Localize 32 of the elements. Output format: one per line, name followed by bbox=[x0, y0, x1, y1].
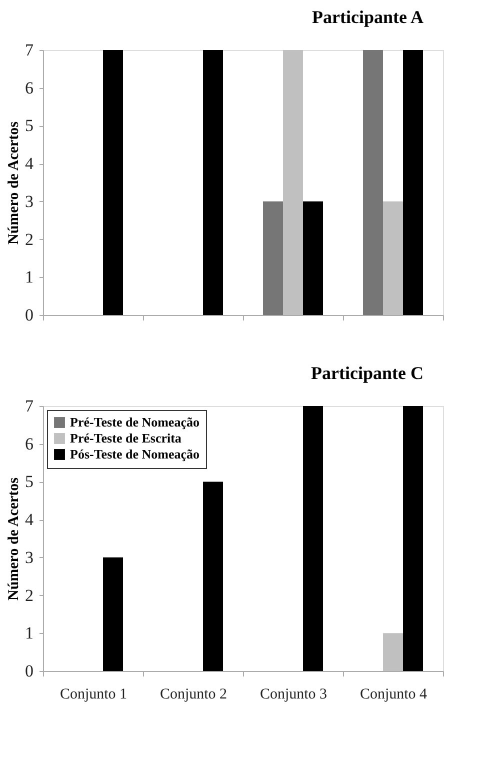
bar bbox=[403, 406, 423, 671]
y-tick-label: 6 bbox=[25, 78, 34, 98]
y-tick-label: 1 bbox=[25, 624, 34, 643]
x-tick-label: Conjunto 1 bbox=[60, 686, 128, 702]
y-axis-title: Número de Acertos bbox=[6, 121, 22, 245]
y-tick-label: 7 bbox=[25, 40, 34, 60]
y-tick-label: 3 bbox=[25, 548, 34, 567]
bar bbox=[203, 482, 223, 671]
chart-title: Participante A bbox=[312, 7, 424, 27]
bar bbox=[303, 406, 323, 671]
y-tick-label: 3 bbox=[25, 192, 34, 211]
y-tick-label: 1 bbox=[25, 268, 34, 287]
y-tick-label: 2 bbox=[25, 586, 34, 605]
y-axis-title: Número de Acertos bbox=[6, 477, 22, 601]
y-tick-label: 0 bbox=[25, 662, 34, 680]
chart-title: Participante C bbox=[311, 363, 424, 383]
x-tick-label: Conjunto 3 bbox=[260, 686, 328, 702]
y-tick-label: 6 bbox=[25, 434, 34, 454]
legend-label: Pós-Teste de Nomeação bbox=[70, 446, 200, 462]
y-tick-label: 5 bbox=[25, 472, 34, 492]
bar bbox=[383, 633, 403, 671]
y-tick-label: 2 bbox=[25, 230, 34, 249]
y-tick-label: 4 bbox=[25, 510, 34, 530]
legend-label: Pré-Teste de Escrita bbox=[70, 430, 182, 446]
y-tick-label: 4 bbox=[25, 154, 34, 174]
x-tick-label: Conjunto 4 bbox=[360, 686, 428, 702]
x-tick-label: Conjunto 2 bbox=[160, 686, 228, 702]
legend-label: Pré-Teste de Nomeação bbox=[70, 414, 200, 430]
bar bbox=[103, 557, 123, 671]
y-tick-label: 0 bbox=[25, 306, 34, 324]
y-tick-label: 5 bbox=[25, 116, 34, 136]
y-tick-label: 7 bbox=[25, 396, 34, 416]
